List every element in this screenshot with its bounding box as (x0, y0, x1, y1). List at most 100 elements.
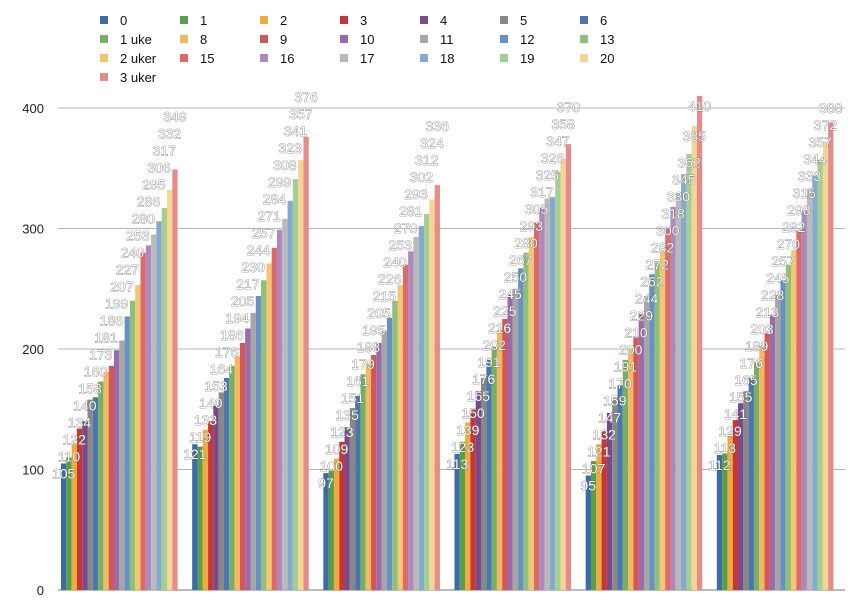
bar (360, 374, 366, 590)
legend-item: 4 (420, 13, 447, 28)
data-label: 317 (153, 142, 177, 158)
bar (66, 457, 72, 590)
bar (287, 200, 293, 590)
bar (145, 245, 152, 590)
legend-swatch (340, 35, 348, 43)
legend-swatch (260, 35, 268, 43)
data-label: 97 (318, 475, 334, 491)
legend-swatch (420, 16, 428, 24)
data-label: 230 (241, 259, 265, 275)
bar (328, 469, 334, 590)
bar (738, 403, 744, 590)
bar (255, 295, 262, 590)
legend-label: 2 uker (120, 51, 157, 66)
bar (339, 441, 345, 590)
y-tick-label: 200 (22, 342, 44, 357)
data-label: 270 (394, 220, 418, 236)
bar (555, 171, 561, 591)
bar (585, 475, 591, 590)
legend-swatch (420, 54, 428, 62)
data-label: 155 (729, 389, 753, 405)
bar (475, 391, 481, 590)
data-label: 272 (646, 257, 670, 273)
bar (424, 214, 430, 591)
bar (822, 141, 829, 591)
data-label: 336 (426, 118, 450, 134)
legend-item: 1 (180, 13, 207, 28)
legend-swatch (500, 35, 508, 43)
bar (418, 226, 425, 590)
data-label: 244 (635, 291, 659, 307)
legend-label: 18 (440, 51, 454, 66)
data-label: 150 (461, 405, 485, 421)
bar (213, 405, 219, 590)
bar (92, 397, 99, 590)
data-label: 330 (667, 189, 691, 205)
legend-item: 3 (340, 13, 367, 28)
legend-label: 5 (520, 13, 527, 28)
legend-label: 1 (200, 13, 207, 28)
data-label: 176 (472, 371, 496, 387)
bar (108, 365, 114, 590)
bar (355, 395, 361, 590)
bar (681, 174, 687, 590)
data-label: 298 (787, 202, 811, 218)
bar (114, 350, 120, 590)
data-label: 205 (231, 293, 255, 309)
data-label: 245 (498, 286, 522, 302)
bar (665, 228, 671, 590)
data-label: 281 (399, 203, 423, 219)
data-label: 132 (593, 427, 617, 443)
bar (408, 251, 414, 590)
legend-swatch (340, 54, 348, 62)
bar (496, 329, 503, 590)
y-tick-label: 0 (37, 583, 44, 598)
data-label: 140 (73, 397, 97, 413)
legend-swatch (580, 16, 588, 24)
legend-swatch (180, 16, 188, 24)
data-label: 205 (367, 305, 391, 321)
bar (643, 295, 650, 590)
bar (349, 408, 356, 590)
data-label: 240 (121, 244, 145, 260)
legend-label: 3 uker (120, 70, 157, 85)
data-label: 123 (451, 439, 475, 455)
data-label: 245 (766, 270, 790, 286)
data-label: 160 (84, 363, 108, 379)
data-label: 282 (651, 240, 675, 256)
bar (775, 294, 781, 590)
data-label: 165 (734, 372, 758, 388)
data-label: 344 (803, 151, 827, 167)
bar (392, 300, 398, 590)
legend-label: 3 (360, 13, 367, 28)
bar (812, 175, 818, 591)
bar (534, 222, 540, 590)
data-label: 349 (163, 108, 187, 124)
bar (628, 349, 634, 590)
bar (161, 208, 167, 590)
data-label: 217 (236, 276, 260, 292)
bar (413, 236, 419, 590)
y-tick-label: 100 (22, 463, 44, 478)
data-label: 240 (383, 254, 407, 270)
data-label: 213 (756, 304, 780, 320)
y-tick-label: 300 (22, 222, 44, 237)
data-label: 229 (630, 308, 654, 324)
bar (402, 264, 409, 590)
bar (397, 285, 403, 590)
bar (507, 294, 513, 590)
bar (518, 268, 524, 590)
bar (371, 355, 377, 590)
legend-item: 15 (180, 51, 214, 66)
legend-swatch (100, 54, 108, 62)
data-label: 293 (404, 186, 428, 202)
data-label: 370 (557, 99, 581, 115)
bar (172, 169, 178, 590)
bar (633, 336, 639, 590)
legend-item: 2 uker (100, 51, 157, 66)
y-tick-label: 400 (22, 101, 44, 116)
bar (140, 252, 146, 590)
data-label: 216 (488, 320, 512, 336)
data-label: 189 (745, 338, 769, 354)
